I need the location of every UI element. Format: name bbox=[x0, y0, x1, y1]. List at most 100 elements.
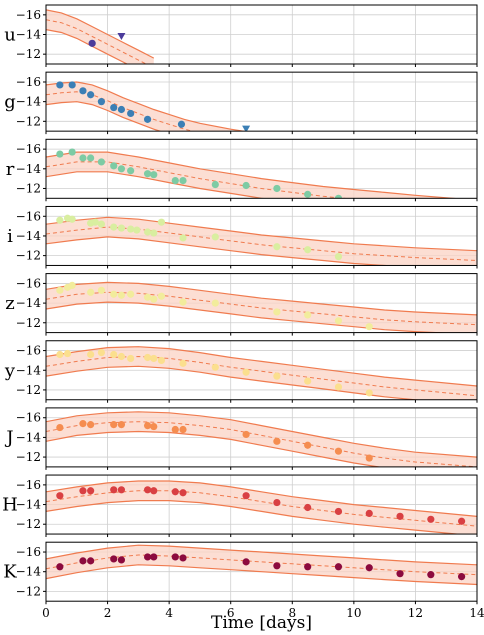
panel-u: −16 −14 −12u bbox=[4, 4, 478, 67]
y-tick-label: −14 bbox=[16, 95, 42, 109]
data-point bbox=[117, 556, 126, 564]
data-point bbox=[143, 422, 152, 430]
data-point bbox=[110, 162, 118, 170]
data-point bbox=[171, 425, 179, 434]
data-point bbox=[171, 488, 179, 496]
data-point bbox=[68, 215, 76, 223]
data-point bbox=[157, 292, 166, 300]
data-point bbox=[79, 87, 87, 95]
data-point bbox=[211, 363, 219, 371]
data-point bbox=[334, 447, 343, 455]
band-label: g bbox=[4, 92, 16, 113]
data-point bbox=[56, 216, 64, 224]
data-point bbox=[110, 350, 118, 359]
data-point bbox=[110, 290, 118, 298]
data-point bbox=[396, 512, 404, 520]
panel-K: −16 −14 −12K bbox=[3, 541, 478, 605]
model-median bbox=[46, 421, 477, 467]
model-lower-edge bbox=[46, 301, 449, 333]
x-tick-label: 14 bbox=[469, 606, 484, 620]
model-upper-edge bbox=[46, 216, 477, 252]
data-point bbox=[171, 553, 179, 561]
data-point bbox=[117, 224, 126, 232]
x-axis-title: Time [days] bbox=[211, 613, 312, 633]
data-point bbox=[157, 218, 166, 226]
data-point bbox=[179, 554, 187, 562]
band-label: y bbox=[4, 360, 16, 381]
band-label: H bbox=[2, 495, 18, 516]
y-tick-label: −12 bbox=[16, 249, 41, 263]
data-point bbox=[179, 489, 187, 497]
x-tick-label: 2 bbox=[104, 606, 112, 620]
data-point bbox=[157, 356, 166, 365]
data-point bbox=[117, 165, 126, 173]
model-band bbox=[46, 545, 477, 585]
y-tick-label: −14 bbox=[16, 430, 42, 444]
x-tick-label: 0 bbox=[42, 606, 50, 620]
model-group bbox=[46, 81, 251, 132]
data-point bbox=[334, 317, 343, 325]
data-point bbox=[427, 515, 435, 523]
data-point bbox=[127, 354, 135, 363]
data-point bbox=[242, 558, 250, 566]
x-tick-label: 8 bbox=[288, 606, 296, 620]
model-band bbox=[46, 282, 477, 333]
data-point bbox=[171, 177, 179, 185]
y-tick-label: −12 bbox=[16, 47, 41, 61]
data-point bbox=[87, 288, 95, 296]
data-point bbox=[87, 421, 95, 429]
data-point bbox=[87, 91, 95, 99]
model-lower-edge bbox=[46, 365, 422, 400]
model-upper-edge bbox=[46, 281, 477, 316]
data-point bbox=[304, 441, 312, 449]
model-group bbox=[46, 281, 477, 333]
y-tick-label: −14 bbox=[16, 162, 42, 176]
panel-i: −16 −14 −12i bbox=[7, 205, 478, 269]
data-point bbox=[117, 486, 126, 494]
data-point bbox=[273, 184, 281, 193]
model-group bbox=[46, 544, 477, 586]
data-point bbox=[150, 487, 158, 495]
data-point bbox=[117, 291, 126, 299]
y-tick-label: −14 bbox=[16, 28, 42, 42]
y-tick-label: −14 bbox=[16, 363, 42, 377]
data-point bbox=[133, 226, 141, 234]
y-tick-label: −14 bbox=[16, 565, 42, 579]
data-point bbox=[334, 194, 343, 199]
data-point bbox=[304, 377, 312, 385]
data-point bbox=[179, 425, 187, 434]
data-point bbox=[110, 223, 118, 231]
model-median bbox=[46, 91, 195, 132]
panel-r: −16 −14 −12r bbox=[6, 138, 478, 202]
data-point bbox=[273, 437, 281, 445]
y-tick-label: −12 bbox=[16, 450, 41, 464]
data-point bbox=[56, 423, 64, 432]
data-point bbox=[127, 167, 135, 175]
data-point bbox=[117, 421, 126, 429]
model-upper-edge bbox=[46, 151, 460, 199]
panel-y: −16 −14 −12y bbox=[4, 340, 478, 403]
y-tick-label: −16 bbox=[16, 75, 41, 89]
data-point bbox=[97, 348, 106, 357]
y-tick-label: −12 bbox=[16, 316, 41, 330]
data-point bbox=[63, 349, 72, 358]
panel-H: −16 −14 −12H bbox=[2, 474, 478, 538]
data-point bbox=[143, 228, 152, 236]
model-group bbox=[46, 411, 477, 467]
data-point bbox=[242, 492, 250, 500]
model-group bbox=[46, 480, 477, 535]
data-point bbox=[273, 308, 281, 316]
band-label: J bbox=[4, 427, 13, 448]
data-point bbox=[396, 570, 404, 578]
upper-limit-marker bbox=[242, 125, 251, 132]
data-point bbox=[365, 389, 373, 397]
data-point bbox=[56, 563, 64, 571]
data-point bbox=[56, 81, 64, 89]
data-point bbox=[365, 564, 373, 572]
model-group bbox=[46, 346, 477, 400]
y-tick-label: −16 bbox=[16, 411, 41, 425]
data-point bbox=[79, 420, 87, 428]
y-tick-label: −12 bbox=[16, 181, 41, 195]
data-point bbox=[143, 293, 152, 301]
